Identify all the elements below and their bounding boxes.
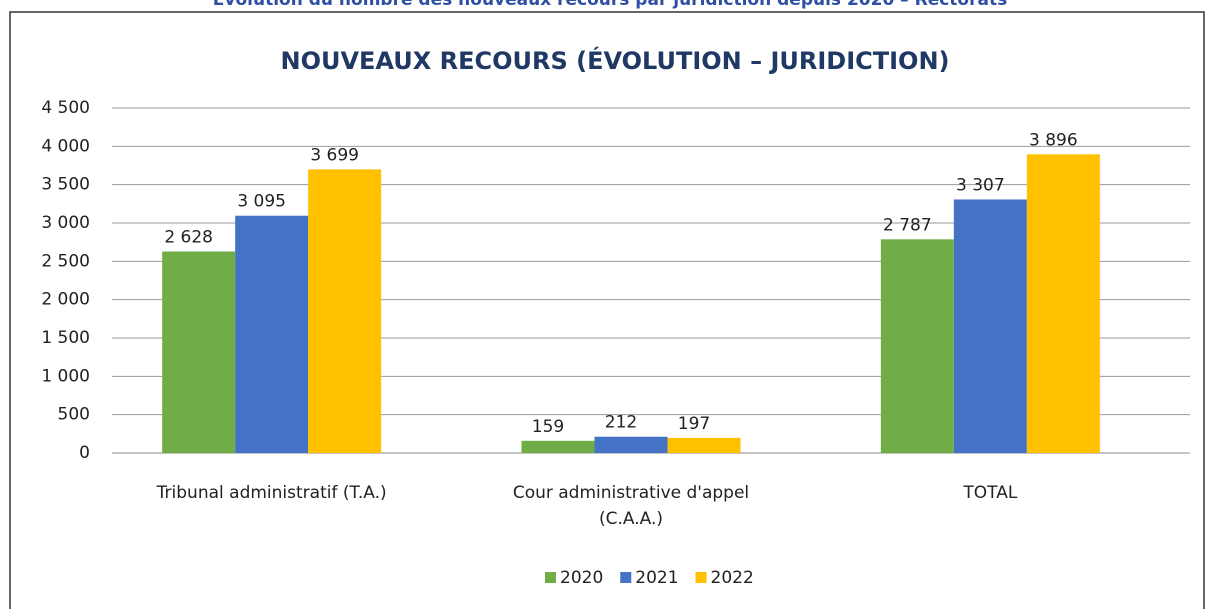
- y-tick-label: 2 000: [41, 290, 90, 310]
- x-tick-label: Tribunal administratif (T.A.): [156, 483, 387, 503]
- y-tick-label: 3 000: [41, 213, 90, 233]
- bar: [521, 440, 595, 453]
- data-label: 159: [532, 417, 564, 437]
- data-label: 2 628: [164, 228, 213, 248]
- bar: [1026, 154, 1100, 453]
- y-tick-label: 4 500: [41, 98, 90, 118]
- bar: [594, 436, 668, 453]
- bar: [667, 437, 741, 453]
- bar: [308, 169, 382, 453]
- x-tick-label: TOTAL: [963, 483, 1018, 503]
- legend-label: 2020: [560, 568, 603, 588]
- y-tick-label: 1 000: [41, 366, 90, 386]
- data-label: 3 896: [1029, 130, 1078, 150]
- bar: [162, 251, 236, 453]
- legend-label: 2022: [711, 568, 754, 588]
- bar: [953, 199, 1027, 453]
- x-tick-label: Cour administrative d'appel (C.A.A.): [512, 483, 750, 529]
- chart-title: NOUVEAUX RECOURS (ÉVOLUTION – JURIDICTIO…: [280, 46, 949, 75]
- legend-swatch: [545, 572, 556, 583]
- data-label: 3 307: [956, 175, 1005, 195]
- y-tick-label: 500: [58, 405, 90, 425]
- bar: [235, 215, 309, 453]
- y-tick-label: 4 000: [41, 136, 90, 156]
- legend-label: 2021: [635, 568, 678, 588]
- y-tick-label: 3 500: [41, 175, 90, 195]
- data-label: 3 699: [310, 145, 359, 165]
- data-label: 3 095: [237, 192, 286, 212]
- legend-swatch: [620, 572, 632, 583]
- y-tick-label: 0: [79, 443, 90, 463]
- y-tick-label: 2 500: [41, 251, 90, 271]
- data-label: 212: [605, 413, 637, 433]
- y-tick-label: 1 500: [41, 328, 90, 348]
- legend-swatch: [695, 572, 707, 583]
- data-label: 2 787: [883, 215, 932, 235]
- caption: Évolution du nombre des nouveaux recours…: [213, 0, 1007, 10]
- bar: [880, 239, 954, 453]
- data-label: 197: [678, 414, 710, 434]
